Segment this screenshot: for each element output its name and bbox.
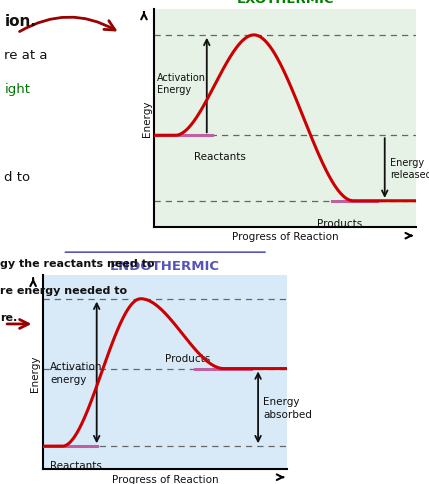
Title: ENDOTHERMIC: ENDOTHERMIC bbox=[110, 259, 220, 272]
Text: Reactants: Reactants bbox=[50, 460, 102, 470]
Text: Activation
energy: Activation energy bbox=[50, 362, 103, 384]
Text: ion.: ion. bbox=[4, 15, 36, 29]
Text: ight: ight bbox=[4, 83, 30, 96]
Text: Products: Products bbox=[165, 353, 210, 363]
Y-axis label: Energy: Energy bbox=[142, 100, 152, 137]
Text: Energy
released: Energy released bbox=[390, 157, 429, 180]
Text: Activation
Energy: Activation Energy bbox=[157, 73, 206, 95]
X-axis label: Progress of Reaction: Progress of Reaction bbox=[232, 232, 338, 242]
Text: d to: d to bbox=[4, 170, 30, 183]
Text: Reactants: Reactants bbox=[194, 151, 245, 161]
Text: Products: Products bbox=[317, 219, 362, 229]
Text: re energy needed to: re energy needed to bbox=[0, 286, 127, 295]
Text: re at a: re at a bbox=[4, 49, 48, 62]
Y-axis label: Energy: Energy bbox=[30, 354, 40, 391]
Text: re.: re. bbox=[0, 312, 17, 322]
Text: gy the reactants need to: gy the reactants need to bbox=[0, 259, 154, 269]
Text: Energy
absorbed: Energy absorbed bbox=[263, 396, 312, 419]
X-axis label: Progress of Reaction: Progress of Reaction bbox=[112, 474, 218, 484]
Title: EXOTHERMIC: EXOTHERMIC bbox=[236, 0, 334, 6]
